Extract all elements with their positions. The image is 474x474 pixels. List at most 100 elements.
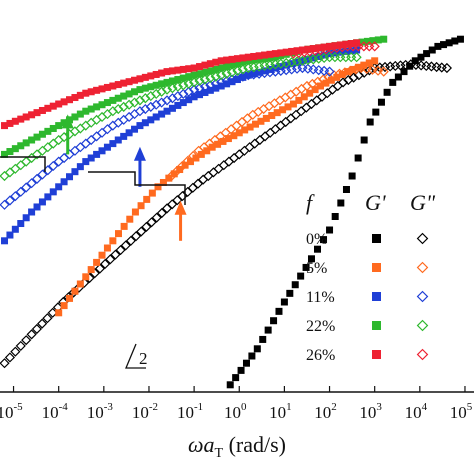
- gp-point: [98, 147, 106, 155]
- gp-point: [228, 61, 236, 69]
- gpp-point: [156, 207, 167, 219]
- gpp-point: [156, 86, 167, 97]
- gp-point: [223, 80, 231, 88]
- gp-point: [275, 307, 283, 315]
- gp-point: [239, 73, 247, 81]
- gp-point: [271, 50, 279, 58]
- gp-point: [380, 35, 388, 43]
- gp-point: [179, 65, 187, 73]
- gp-point: [223, 63, 231, 71]
- gp-point: [38, 106, 46, 114]
- gp-point: [264, 326, 272, 334]
- gpp-point: [253, 106, 264, 118]
- annotations: 2: [0, 114, 187, 369]
- legend-header-gp: G': [365, 190, 386, 215]
- gpp-point: [75, 142, 86, 153]
- gp-point: [71, 168, 79, 176]
- gp-point: [270, 317, 278, 325]
- gpp-point: [318, 74, 329, 85]
- gp-point: [44, 104, 52, 112]
- gp-point: [237, 366, 245, 374]
- gp-point: [33, 133, 41, 141]
- gp-point: [304, 55, 312, 63]
- gpp-point: [21, 182, 32, 193]
- gpp-point: [172, 90, 183, 102]
- gpp-point: [42, 142, 53, 153]
- gp-point: [174, 76, 182, 84]
- gp-point: [60, 302, 68, 310]
- gpp-point: [113, 103, 124, 115]
- gp-point: [219, 137, 227, 145]
- gpp-point: [441, 62, 453, 74]
- series-0pct: [0, 35, 464, 389]
- gp-point: [250, 56, 258, 64]
- gp-point: [239, 58, 247, 66]
- gp-point: [179, 99, 187, 107]
- gp-point: [28, 111, 36, 119]
- gp-point: [22, 214, 30, 222]
- legend-label: 0%: [306, 231, 327, 248]
- gp-point: [109, 140, 117, 148]
- gpp-point: [80, 120, 91, 131]
- legend-gp-marker: [372, 350, 381, 359]
- gp-point: [158, 80, 166, 88]
- gp-point: [22, 139, 30, 147]
- gp-point: [159, 178, 167, 186]
- gp-point: [22, 113, 30, 121]
- gp-point: [168, 104, 176, 112]
- gp-point: [60, 98, 68, 106]
- gp-point: [320, 51, 328, 59]
- gp-point: [309, 54, 317, 62]
- gp-point: [314, 245, 322, 253]
- gp-point: [354, 154, 362, 162]
- gp-point: [223, 56, 231, 64]
- x-tick-label: 101: [269, 401, 292, 422]
- gp-point: [114, 81, 122, 89]
- gp-point: [311, 86, 319, 94]
- gp-point: [1, 150, 9, 158]
- gp-point: [273, 109, 281, 117]
- gp-point: [342, 47, 350, 55]
- gp-point: [248, 352, 256, 360]
- gp-point: [163, 107, 171, 115]
- gp-point: [87, 105, 95, 113]
- gpp-point: [134, 106, 146, 117]
- gpp-point: [91, 114, 102, 125]
- gp-point: [44, 193, 52, 201]
- gp-point: [154, 183, 162, 191]
- gp-point: [279, 106, 287, 114]
- gpp-point: [234, 149, 245, 160]
- gp-point: [98, 85, 106, 93]
- gpp-point: [10, 191, 21, 202]
- gp-point: [17, 220, 25, 228]
- gp-point: [394, 73, 402, 81]
- legend: f G' G" 0% 5% 11% 22% 26%: [306, 190, 436, 364]
- gp-point: [109, 237, 117, 245]
- gpp-point: [37, 318, 48, 329]
- gp-point: [371, 57, 379, 65]
- gp-point: [255, 55, 263, 63]
- gp-point: [190, 93, 198, 101]
- gpp-point: [15, 160, 26, 171]
- bracket: [88, 171, 186, 205]
- gpp-point: [270, 124, 281, 135]
- gpp-point: [346, 52, 357, 63]
- gp-point: [217, 57, 225, 65]
- gp-point: [125, 78, 133, 86]
- gp-point: [93, 86, 101, 94]
- gpp-point: [15, 340, 26, 352]
- gpp-point: [301, 80, 313, 92]
- gpp-point: [10, 163, 21, 174]
- gpp-point: [136, 226, 147, 237]
- gpp-point: [274, 95, 285, 106]
- gp-point: [197, 150, 205, 158]
- gp-point: [6, 148, 14, 156]
- gp-point: [244, 57, 252, 65]
- gpp-point: [96, 127, 108, 138]
- gpp-point: [327, 84, 338, 95]
- gp-point: [152, 70, 160, 78]
- slope-label: 2: [139, 349, 148, 368]
- gp-point: [131, 125, 139, 133]
- legend-header-gpp: G": [410, 190, 436, 215]
- gp-point: [259, 335, 267, 343]
